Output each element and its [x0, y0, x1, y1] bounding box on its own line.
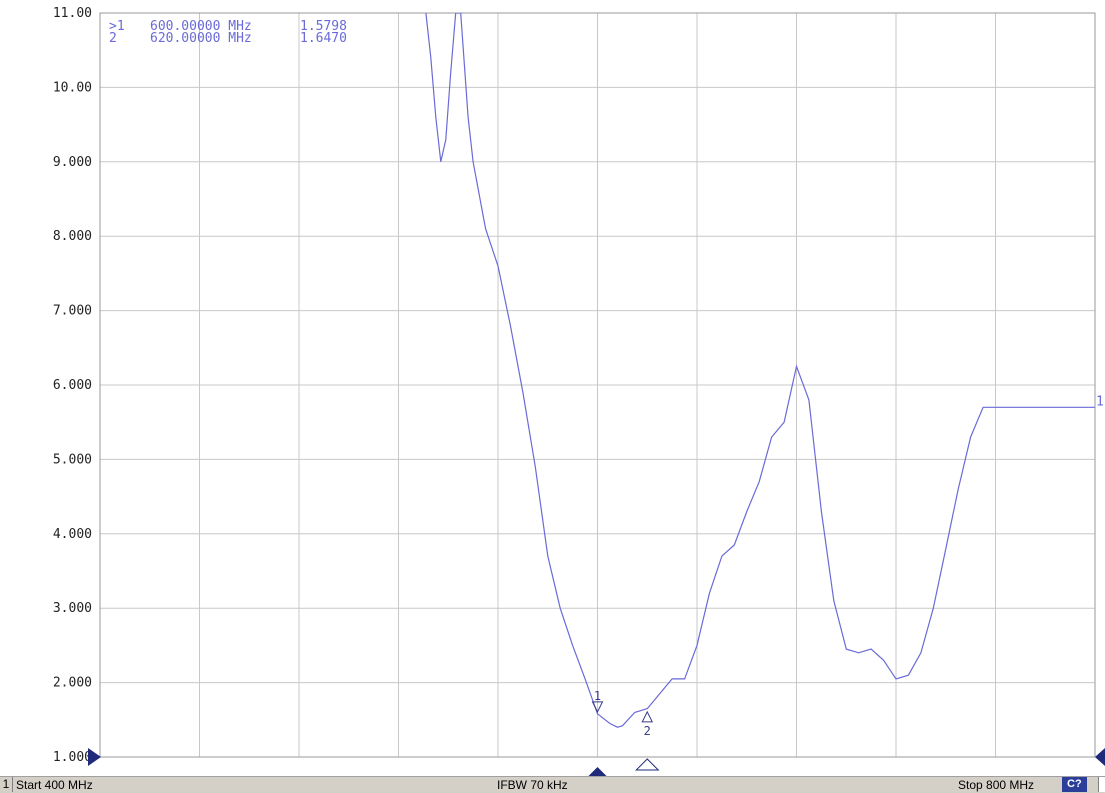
y-tick-label: 2.000 — [53, 676, 92, 691]
y-tick-label: 10.00 — [53, 80, 92, 95]
plot-border — [99, 12, 1096, 758]
ifbw-setting[interactable]: IFBW 70 kHz — [497, 778, 568, 792]
marker-1-icon — [591, 701, 604, 713]
marker-readout-value: 1.5798 — [300, 19, 347, 34]
y-tick-label: 3.000 — [53, 601, 92, 616]
marker-readout-value: 1.6470 — [300, 31, 347, 46]
calibration-status-badge[interactable]: C? — [1062, 777, 1087, 792]
marker-readout-id: 2 — [109, 31, 117, 46]
marker-2-icon — [641, 710, 654, 723]
y-tick-label: 9.000 — [53, 155, 92, 170]
chart-plot: 11.00 10.00 9.000 8.000 7.000 6.000 5.000 4.000… — [53, 6, 1105, 776]
y-tick-label: 5.000 — [53, 452, 92, 467]
start-frequency[interactable]: Start 400 MHz — [16, 778, 93, 792]
y-tick-label: 8.000 — [53, 229, 92, 244]
status-indicator — [1098, 777, 1105, 792]
trace-line — [425, 13, 1095, 728]
reference-level-left-arrow — [88, 748, 101, 766]
marker-readout: >1 600.00000 MHz 1.5798 2 620.00000 MHz 1.647… — [109, 19, 347, 46]
marker-1-label: 1 — [594, 689, 601, 703]
y-tick-label: 6.000 — [53, 378, 92, 393]
marker-readout-frequency: 620.00000 MHz — [150, 31, 252, 46]
y-tick-label: 7.000 — [53, 304, 92, 319]
status-bar: 1 Start 400 MHz IFBW 70 kHz Stop 800 MHz… — [0, 776, 1105, 793]
marker-group: 12 — [591, 689, 654, 738]
marker-2-axis-pointer — [635, 758, 660, 771]
marker-readout-frequency: 600.00000 MHz — [150, 19, 252, 34]
y-tick-label: 4.000 — [53, 527, 92, 542]
marker-1-axis-pointer — [588, 767, 607, 776]
y-tick-label: 1.000 — [53, 750, 92, 765]
y-axis-labels: 11.00 10.00 9.000 8.000 7.000 6.000 5.000 4.000… — [53, 6, 92, 765]
channel-number[interactable]: 1 — [0, 777, 13, 792]
trace-number-label: 1 — [1096, 394, 1104, 409]
reference-arrows — [88, 748, 1105, 776]
y-tick-label: 11.00 — [53, 6, 92, 21]
marker-2-label: 2 — [644, 724, 651, 738]
chart-grid — [99, 12, 1096, 758]
trace-group: 1 — [425, 13, 1104, 728]
reference-level-right-arrow — [1095, 748, 1105, 766]
stop-frequency[interactable]: Stop 800 MHz — [958, 778, 1035, 792]
marker-readout-id: >1 — [109, 19, 125, 34]
